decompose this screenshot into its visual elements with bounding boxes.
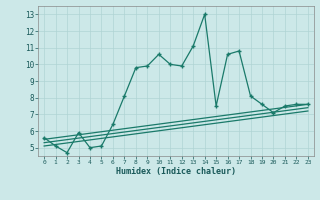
X-axis label: Humidex (Indice chaleur): Humidex (Indice chaleur) — [116, 167, 236, 176]
